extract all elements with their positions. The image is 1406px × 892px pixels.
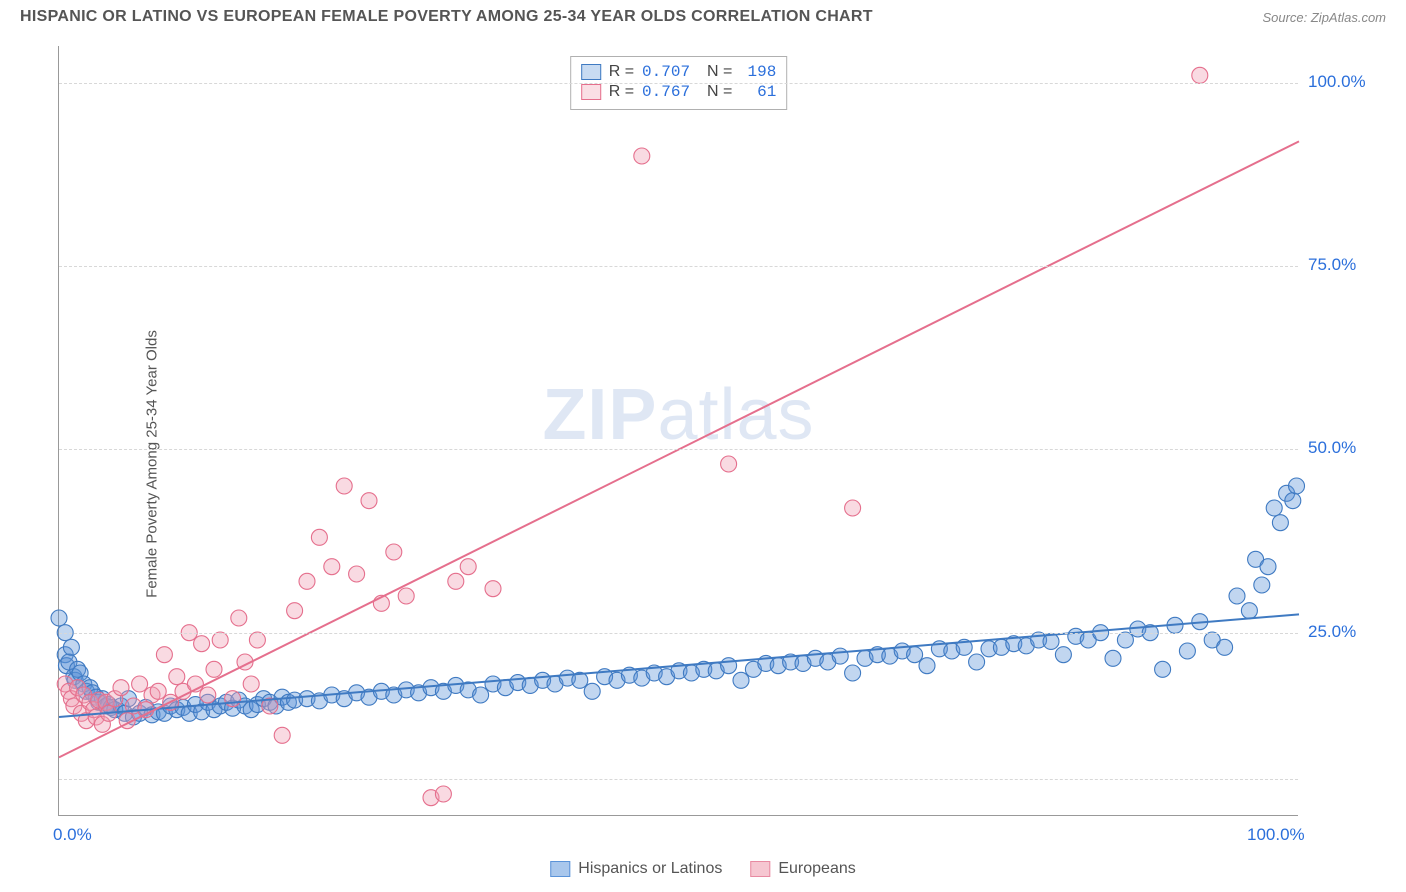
- bottom-legend: Hispanics or Latinos Europeans: [550, 860, 855, 878]
- scatter-point: [274, 727, 290, 743]
- y-tick-label: 50.0%: [1308, 438, 1396, 458]
- stats-r-label: R =: [609, 83, 634, 101]
- scatter-point: [386, 544, 402, 560]
- x-tick-label: 0.0%: [53, 825, 92, 845]
- source-attribution: Source: ZipAtlas.com: [1262, 10, 1386, 25]
- scatter-point: [156, 647, 172, 663]
- stats-n-value: 61: [740, 83, 776, 101]
- scatter-point: [448, 573, 464, 589]
- scatter-point: [150, 683, 166, 699]
- x-tick-label: 100.0%: [1247, 825, 1305, 845]
- scatter-point: [200, 687, 216, 703]
- scatter-point: [194, 636, 210, 652]
- scatter-point: [473, 687, 489, 703]
- scatter-point: [361, 493, 377, 509]
- y-tick-label: 75.0%: [1308, 255, 1396, 275]
- scatter-point: [1285, 493, 1301, 509]
- scatter-svg: [59, 46, 1298, 815]
- scatter-point: [63, 639, 79, 655]
- scatter-point: [311, 529, 327, 545]
- scatter-point: [1192, 67, 1208, 83]
- legend-swatch: [581, 64, 601, 80]
- scatter-point: [1229, 588, 1245, 604]
- scatter-point: [845, 500, 861, 516]
- scatter-point: [919, 658, 935, 674]
- scatter-point: [845, 665, 861, 681]
- scatter-point: [1179, 643, 1195, 659]
- stats-n-value: 198: [740, 63, 776, 81]
- scatter-point: [1266, 500, 1282, 516]
- scatter-point: [212, 632, 228, 648]
- scatter-point: [1289, 478, 1305, 494]
- legend-swatch: [750, 861, 770, 877]
- scatter-point: [349, 566, 365, 582]
- scatter-point: [460, 559, 476, 575]
- y-tick-label: 25.0%: [1308, 622, 1396, 642]
- scatter-point: [398, 588, 414, 604]
- scatter-point: [733, 672, 749, 688]
- scatter-point: [1155, 661, 1171, 677]
- scatter-point: [907, 647, 923, 663]
- stats-r-value: 0.707: [642, 63, 690, 81]
- scatter-point: [113, 680, 129, 696]
- scatter-point: [336, 478, 352, 494]
- y-tick-label: 100.0%: [1308, 72, 1396, 92]
- scatter-point: [243, 676, 259, 692]
- scatter-point: [225, 691, 241, 707]
- chart-container: Female Poverty Among 25-34 Year Olds ZIP…: [0, 36, 1406, 892]
- scatter-point: [169, 669, 185, 685]
- scatter-point: [1260, 559, 1276, 575]
- legend-swatch: [581, 84, 601, 100]
- stats-row: R = 0.767 N = 61: [581, 83, 777, 101]
- scatter-point: [132, 676, 148, 692]
- chart-title: HISPANIC OR LATINO VS EUROPEAN FEMALE PO…: [20, 8, 873, 26]
- stats-r-label: R =: [609, 63, 634, 81]
- scatter-point: [969, 654, 985, 670]
- scatter-point: [1105, 650, 1121, 666]
- scatter-point: [287, 603, 303, 619]
- legend-item: Hispanics or Latinos: [550, 860, 722, 878]
- scatter-point: [832, 648, 848, 664]
- scatter-point: [721, 658, 737, 674]
- scatter-point: [1241, 603, 1257, 619]
- legend-item: Europeans: [750, 860, 855, 878]
- scatter-point: [231, 610, 247, 626]
- stats-row: R = 0.707 N = 198: [581, 63, 777, 81]
- legend-label: Europeans: [778, 860, 855, 878]
- scatter-point: [584, 683, 600, 699]
- legend-swatch: [550, 861, 570, 877]
- stats-r-value: 0.767: [642, 83, 690, 101]
- scatter-point: [206, 661, 222, 677]
- scatter-point: [1272, 515, 1288, 531]
- scatter-point: [634, 148, 650, 164]
- scatter-point: [721, 456, 737, 472]
- scatter-point: [1117, 632, 1133, 648]
- scatter-point: [51, 610, 67, 626]
- scatter-point: [299, 573, 315, 589]
- scatter-point: [324, 559, 340, 575]
- scatter-point: [1254, 577, 1270, 593]
- scatter-point: [249, 632, 265, 648]
- plot-area: ZIPatlas R = 0.707 N = 198R = 0.767 N = …: [58, 46, 1298, 816]
- scatter-point: [1055, 647, 1071, 663]
- scatter-point: [485, 581, 501, 597]
- scatter-point: [1217, 639, 1233, 655]
- stats-n-label: N =: [698, 83, 732, 101]
- scatter-point: [435, 786, 451, 802]
- legend-label: Hispanics or Latinos: [578, 860, 722, 878]
- stats-n-label: N =: [698, 63, 732, 81]
